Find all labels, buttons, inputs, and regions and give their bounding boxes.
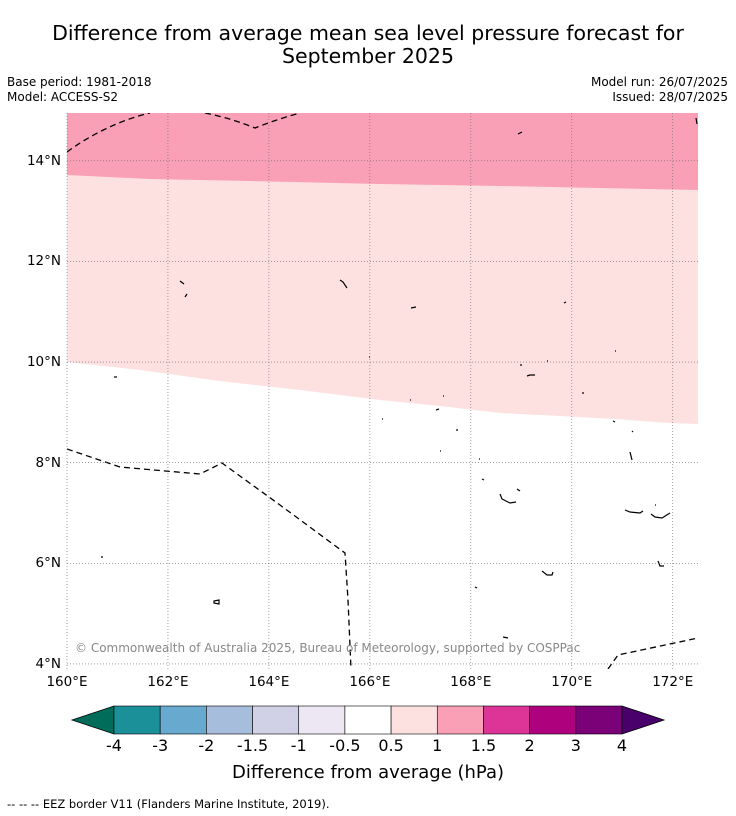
- colorbar-tick-label: -1.5: [236, 736, 269, 755]
- colorbar-tick-label: 1.5: [470, 736, 497, 755]
- colorbar-tick-label: -2: [198, 736, 215, 755]
- lat-tick-label: 14°N: [26, 152, 61, 169]
- meta-left: Base period: 1981-2018 Model: ACCESS-S2: [7, 75, 152, 105]
- lat-tick-label: 10°N: [26, 354, 61, 371]
- lon-tick-label: 168°E: [450, 674, 492, 690]
- colorbar: [70, 705, 666, 735]
- colorbar-tick-label: 2: [524, 736, 535, 755]
- map-fields: [67, 113, 698, 669]
- lat-tick-label: 6°N: [35, 555, 61, 572]
- colorbar-tick-label: -1: [290, 736, 307, 755]
- colorbar-swatch: [483, 705, 530, 735]
- colorbar-swatch: [298, 705, 346, 735]
- anomaly-field-1-1.5: [67, 113, 698, 190]
- meta-right: Model run: 26/07/2025 Issued: 28/07/2025: [591, 75, 728, 105]
- colorbar-swatch: [390, 705, 438, 735]
- colorbar-swatch: [252, 705, 300, 735]
- lon-tick-label: 170°E: [551, 674, 593, 690]
- model-run: Model run: 26/07/2025: [590, 75, 728, 89]
- eez-legend-note: -- -- -- EEZ border V11 (Flanders Marine…: [7, 797, 330, 811]
- copyright-notice: © Commonwealth of Australia 2025, Bureau…: [75, 641, 581, 655]
- eez-border: [607, 637, 698, 669]
- lat-tick-label: 8°N: [35, 454, 61, 471]
- map-grid: [66, 113, 698, 669]
- lon-tick-label: 162°E: [147, 674, 189, 690]
- anomaly-field-0.5-1: [67, 113, 698, 424]
- eez-border: [67, 113, 301, 153]
- colorbar-swatch: [529, 705, 577, 735]
- colorbar-swatch: [113, 705, 161, 735]
- base-period: Base period: 1981-2018: [7, 75, 152, 89]
- lat-tick-label: 4°N: [35, 655, 61, 672]
- colorbar-swatch: [344, 705, 392, 735]
- map-title: Difference from average mean sea level p…: [52, 21, 684, 68]
- colorbar-swatch: [159, 705, 207, 735]
- lon-tick-label: 160°E: [46, 674, 88, 690]
- lon-tick-label: 164°E: [248, 674, 290, 690]
- lon-tick-label: 166°E: [349, 674, 391, 690]
- colorbar-extend-low: [70, 705, 115, 735]
- colorbar-tick-label: -0.5: [329, 736, 361, 755]
- lat-tick-label: 12°N: [26, 253, 61, 270]
- lon-tick-label: 172°E: [652, 674, 694, 690]
- colorbar-tick-label: 0.5: [378, 736, 404, 755]
- colorbar-swatch: [575, 705, 623, 735]
- model-name: Model: ACCESS-S2: [7, 90, 119, 104]
- eez-border: [67, 448, 352, 669]
- colorbar-tick-label: 3: [570, 736, 581, 755]
- colorbar-tick-label: 1: [432, 736, 443, 755]
- colorbar-tick-label: -4: [106, 736, 122, 755]
- issued-date: Issued: 28/07/2025: [612, 90, 728, 104]
- colorbar-swatch: [436, 705, 484, 735]
- colorbar-tick-label: -3: [152, 736, 169, 755]
- colorbar-title: Difference from average (hPa): [231, 762, 505, 783]
- colorbar-extend-high: [621, 705, 666, 735]
- colorbar-swatch: [206, 705, 253, 735]
- colorbar-tick-label: 4: [616, 736, 628, 755]
- islands: [101, 117, 698, 639]
